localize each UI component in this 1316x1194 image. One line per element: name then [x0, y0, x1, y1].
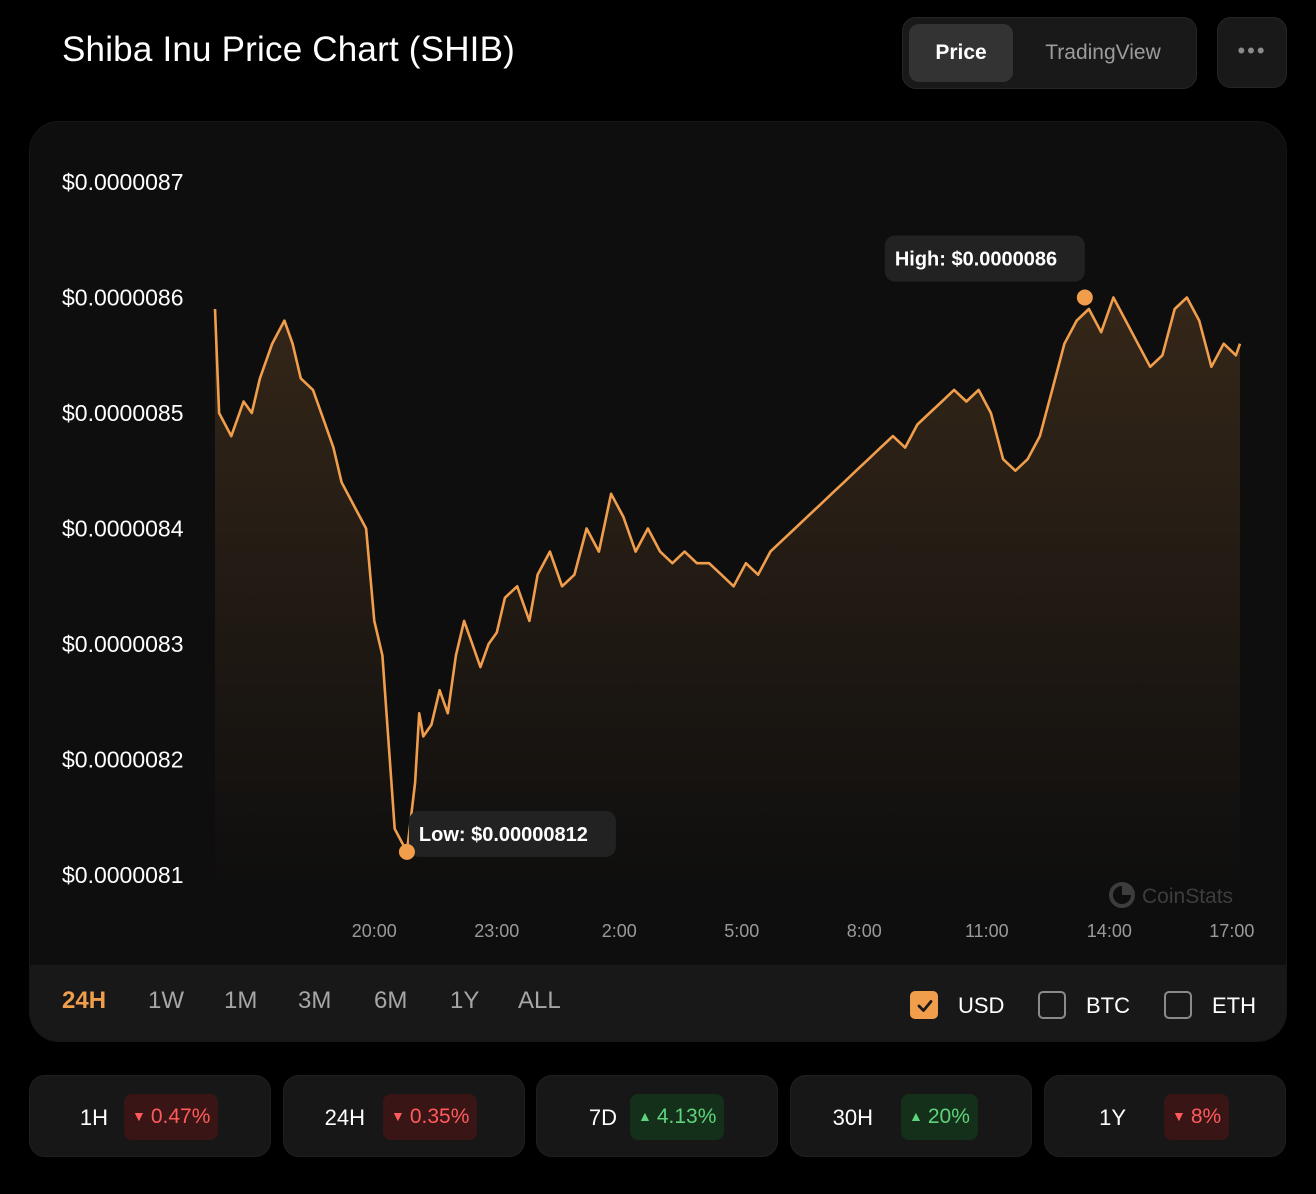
- range-button-all[interactable]: ALL: [518, 987, 561, 1014]
- low-label: Low: $0.00000812: [419, 824, 588, 846]
- arrow-down-icon: ▼: [391, 1108, 405, 1124]
- y-axis-tick-label: $0.0000083: [62, 631, 184, 657]
- tradingview-tab[interactable]: TradingView: [1045, 41, 1161, 64]
- stat-card-24h: 24H ▼ 0.35%: [283, 1075, 525, 1157]
- high-tooltip: High: $0.0000086: [884, 235, 1093, 306]
- low-tooltip: Low: $0.00000812: [398, 810, 616, 860]
- stat-period: 24H: [324, 1105, 365, 1130]
- chart-card: $0.0000087 $0.0000086 $0.0000085 $0.0000084…: [29, 121, 1287, 1042]
- stat-change-badge: ▲ 4.13%: [630, 1094, 725, 1140]
- y-axis-tick-label: $0.0000084: [62, 516, 184, 542]
- price-line: [213, 296, 1242, 854]
- y-axis-tick-label: $0.0000082: [62, 747, 184, 773]
- arrow-down-icon: ▼: [1172, 1108, 1186, 1124]
- page-title: Shiba Inu Price Chart (SHIB): [62, 30, 515, 69]
- range-button-1y[interactable]: 1Y: [450, 987, 480, 1014]
- x-axis-tick-label: 14:00: [1087, 921, 1132, 941]
- y-axis-tick-label: $0.0000085: [62, 400, 184, 426]
- x-axis-tick-label: 11:00: [965, 921, 1009, 941]
- price-chart: $0.0000087 $0.0000086 $0.0000085 $0.0000084…: [62, 169, 1254, 941]
- stat-card-30h: 30H ▲ 20%: [790, 1075, 1032, 1157]
- x-axis-tick-label: 20:00: [352, 921, 397, 941]
- stat-change-value: 20%: [927, 1105, 970, 1128]
- stat-card-7d: 7D ▲ 4.13%: [536, 1075, 778, 1157]
- range-button-3m[interactable]: 3M: [298, 987, 332, 1014]
- watermark-text: CoinStats: [1142, 885, 1233, 908]
- btc-checkbox[interactable]: [1038, 991, 1066, 1019]
- stat-card-1h: 1H ▼ 0.47%: [29, 1075, 271, 1157]
- usd-checkbox[interactable]: [910, 991, 938, 1019]
- stat-change-badge: ▼ 0.47%: [124, 1094, 219, 1140]
- price-area-fill: [215, 297, 1240, 895]
- high-label: High: $0.0000086: [895, 249, 1057, 271]
- coinstats-watermark: CoinStats: [1109, 882, 1233, 908]
- y-axis-tick-label: $0.0000086: [62, 285, 184, 311]
- coinstats-logo-icon: [1109, 882, 1135, 908]
- usd-label: USD: [958, 993, 1005, 1018]
- btc-label: BTC: [1086, 993, 1130, 1018]
- stat-change-value: 4.13%: [656, 1105, 717, 1128]
- range-bar: 24H 1W 1M 3M 6M 1Y ALL USD BTC ETH: [30, 965, 1286, 1041]
- y-axis-tick-label: $0.0000087: [62, 169, 184, 195]
- stat-period: 1Y: [1099, 1105, 1126, 1130]
- x-axis-tick-label: 8:00: [847, 921, 882, 941]
- stat-change-badge: ▲ 20%: [901, 1094, 978, 1140]
- stat-change-badge: ▼ 0.35%: [383, 1094, 478, 1140]
- x-axis-tick-label: 17:00: [1209, 921, 1254, 941]
- arrow-up-icon: ▲: [909, 1108, 923, 1124]
- more-options-icon[interactable]: •••: [1217, 17, 1287, 88]
- stat-period: 30H: [832, 1105, 873, 1130]
- check-icon: [917, 1000, 933, 1012]
- range-button-1m[interactable]: 1M: [224, 987, 258, 1014]
- range-button-6m[interactable]: 6M: [374, 987, 408, 1014]
- stat-period: 1H: [79, 1105, 108, 1130]
- view-toggle: Price TradingView: [902, 17, 1197, 89]
- stat-card-1y: 1Y ▼ 8%: [1044, 1075, 1286, 1157]
- range-button-1w[interactable]: 1W: [148, 987, 184, 1014]
- eth-checkbox[interactable]: [1164, 991, 1192, 1019]
- stat-change-value: 8%: [1190, 1105, 1222, 1128]
- arrow-down-icon: ▼: [132, 1108, 146, 1124]
- high-point: [1076, 289, 1093, 306]
- stat-change-value: 0.35%: [409, 1105, 470, 1128]
- stat-change-badge: ▼ 8%: [1164, 1094, 1230, 1140]
- arrow-up-icon: ▲: [638, 1108, 652, 1124]
- y-axis-tick-label: $0.0000081: [62, 862, 184, 888]
- x-axis-tick-label: 5:00: [724, 921, 759, 941]
- range-button-24h[interactable]: 24H: [62, 987, 107, 1014]
- low-point: [398, 843, 415, 860]
- eth-label: ETH: [1212, 993, 1256, 1018]
- x-axis-tick-label: 2:00: [602, 921, 637, 941]
- price-tab[interactable]: Price: [909, 24, 1013, 82]
- stat-change-value: 0.47%: [150, 1105, 211, 1128]
- x-axis-tick-label: 23:00: [474, 921, 519, 941]
- stat-period: 7D: [588, 1105, 617, 1130]
